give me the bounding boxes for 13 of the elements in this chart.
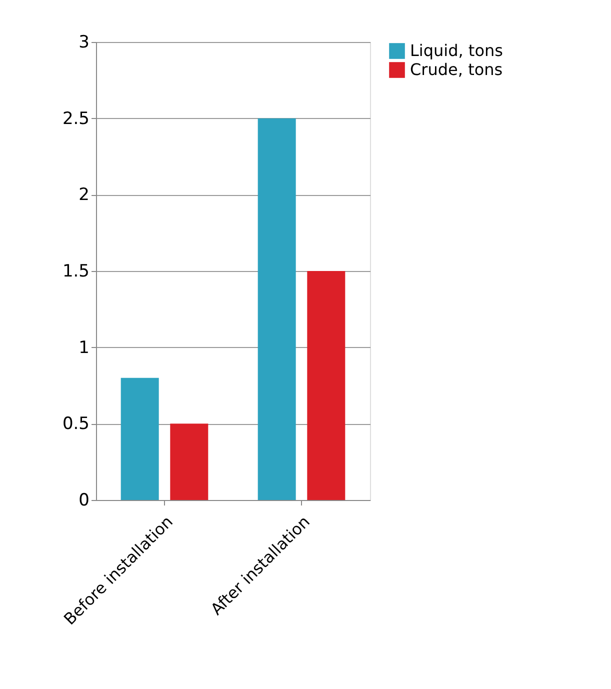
bar	[170, 424, 208, 500]
y-tick-label: 0.5	[62, 414, 90, 434]
y-tick-label: 1.5	[62, 262, 90, 282]
legend-label: Crude, tons	[410, 60, 503, 79]
y-tick-label: 0	[78, 490, 90, 510]
bar	[307, 271, 346, 500]
bar	[258, 118, 296, 500]
y-tick-label: 1	[78, 338, 90, 358]
legend-label: Liquid, tons	[410, 41, 503, 60]
y-tick-label: 3	[78, 32, 90, 52]
y-tick-label: 2	[78, 185, 90, 206]
bar	[120, 378, 159, 500]
y-tick-label: 2.5	[62, 108, 90, 129]
